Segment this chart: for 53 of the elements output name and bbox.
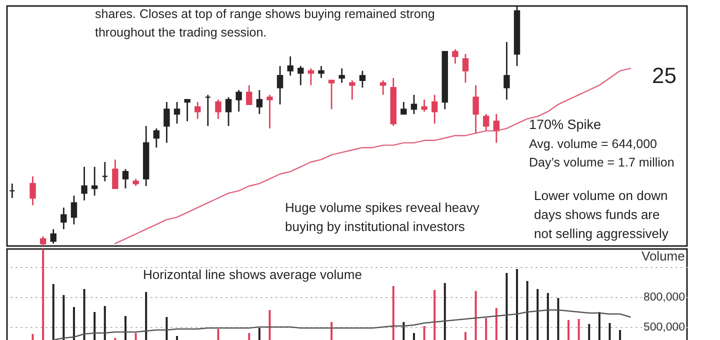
candlestick [287, 56, 294, 76]
annotation: Horizontal line shows average volume [143, 267, 362, 282]
candlestick [462, 53, 469, 84]
candlestick [246, 84, 252, 106]
candlestick [153, 128, 160, 148]
candlestick [60, 206, 67, 230]
candlestick [266, 94, 273, 130]
candlestick [380, 80, 386, 96]
candlestick [338, 68, 345, 84]
candlestick [482, 113, 490, 132]
candlestick [349, 80, 356, 100]
candlestick [50, 228, 56, 244]
candlestick [421, 98, 428, 112]
candlestick [174, 101, 180, 124]
candlestick [472, 84, 479, 134]
annotation: 170% Spike [529, 117, 602, 132]
candlestick [194, 101, 201, 120]
annotation: Lower volume on down days shows funds are not selling aggressively [534, 188, 669, 241]
annotation: Huge volume spikes reveal heavy buying by institutional investors [285, 200, 480, 234]
candlestick [91, 166, 98, 196]
candlestick [184, 98, 190, 122]
line-series [52, 309, 631, 340]
annotation: shares. Closes at top of range shows buying remained strong throughout the trading session. [95, 7, 435, 40]
candlestick [452, 48, 458, 64]
candlestick [276, 65, 284, 106]
candlestick [410, 94, 418, 115]
annotation: 25 [652, 63, 676, 88]
candlestick [9, 182, 16, 199]
candlestick [359, 70, 366, 88]
candlestick [328, 80, 335, 110]
candlestick [112, 158, 118, 190]
candlestick [122, 168, 129, 190]
y-tick-label: 500,000 [644, 322, 686, 334]
candlestick [40, 236, 46, 247]
candlestick [318, 65, 324, 79]
annotation: Avg. volume = 644,000 Day’s volume = 1.7 million [529, 137, 674, 170]
candlestick [431, 94, 438, 124]
candlestick [81, 166, 88, 202]
candlestick [30, 176, 36, 206]
candlestick [400, 101, 407, 115]
candlestick [70, 194, 78, 226]
candlestick [298, 65, 304, 86]
candlestick [236, 89, 242, 112]
y-axis-title: Volume [642, 248, 685, 264]
candlestick [308, 68, 314, 86]
candlestick [102, 161, 108, 182]
candlestick [164, 101, 170, 144]
candlestick [204, 94, 212, 127]
candlestick [215, 98, 222, 120]
candlestick [225, 96, 232, 127]
candlestick [504, 41, 510, 100]
y-tick-label: 800,000 [644, 292, 686, 304]
candlestick [256, 89, 263, 115]
